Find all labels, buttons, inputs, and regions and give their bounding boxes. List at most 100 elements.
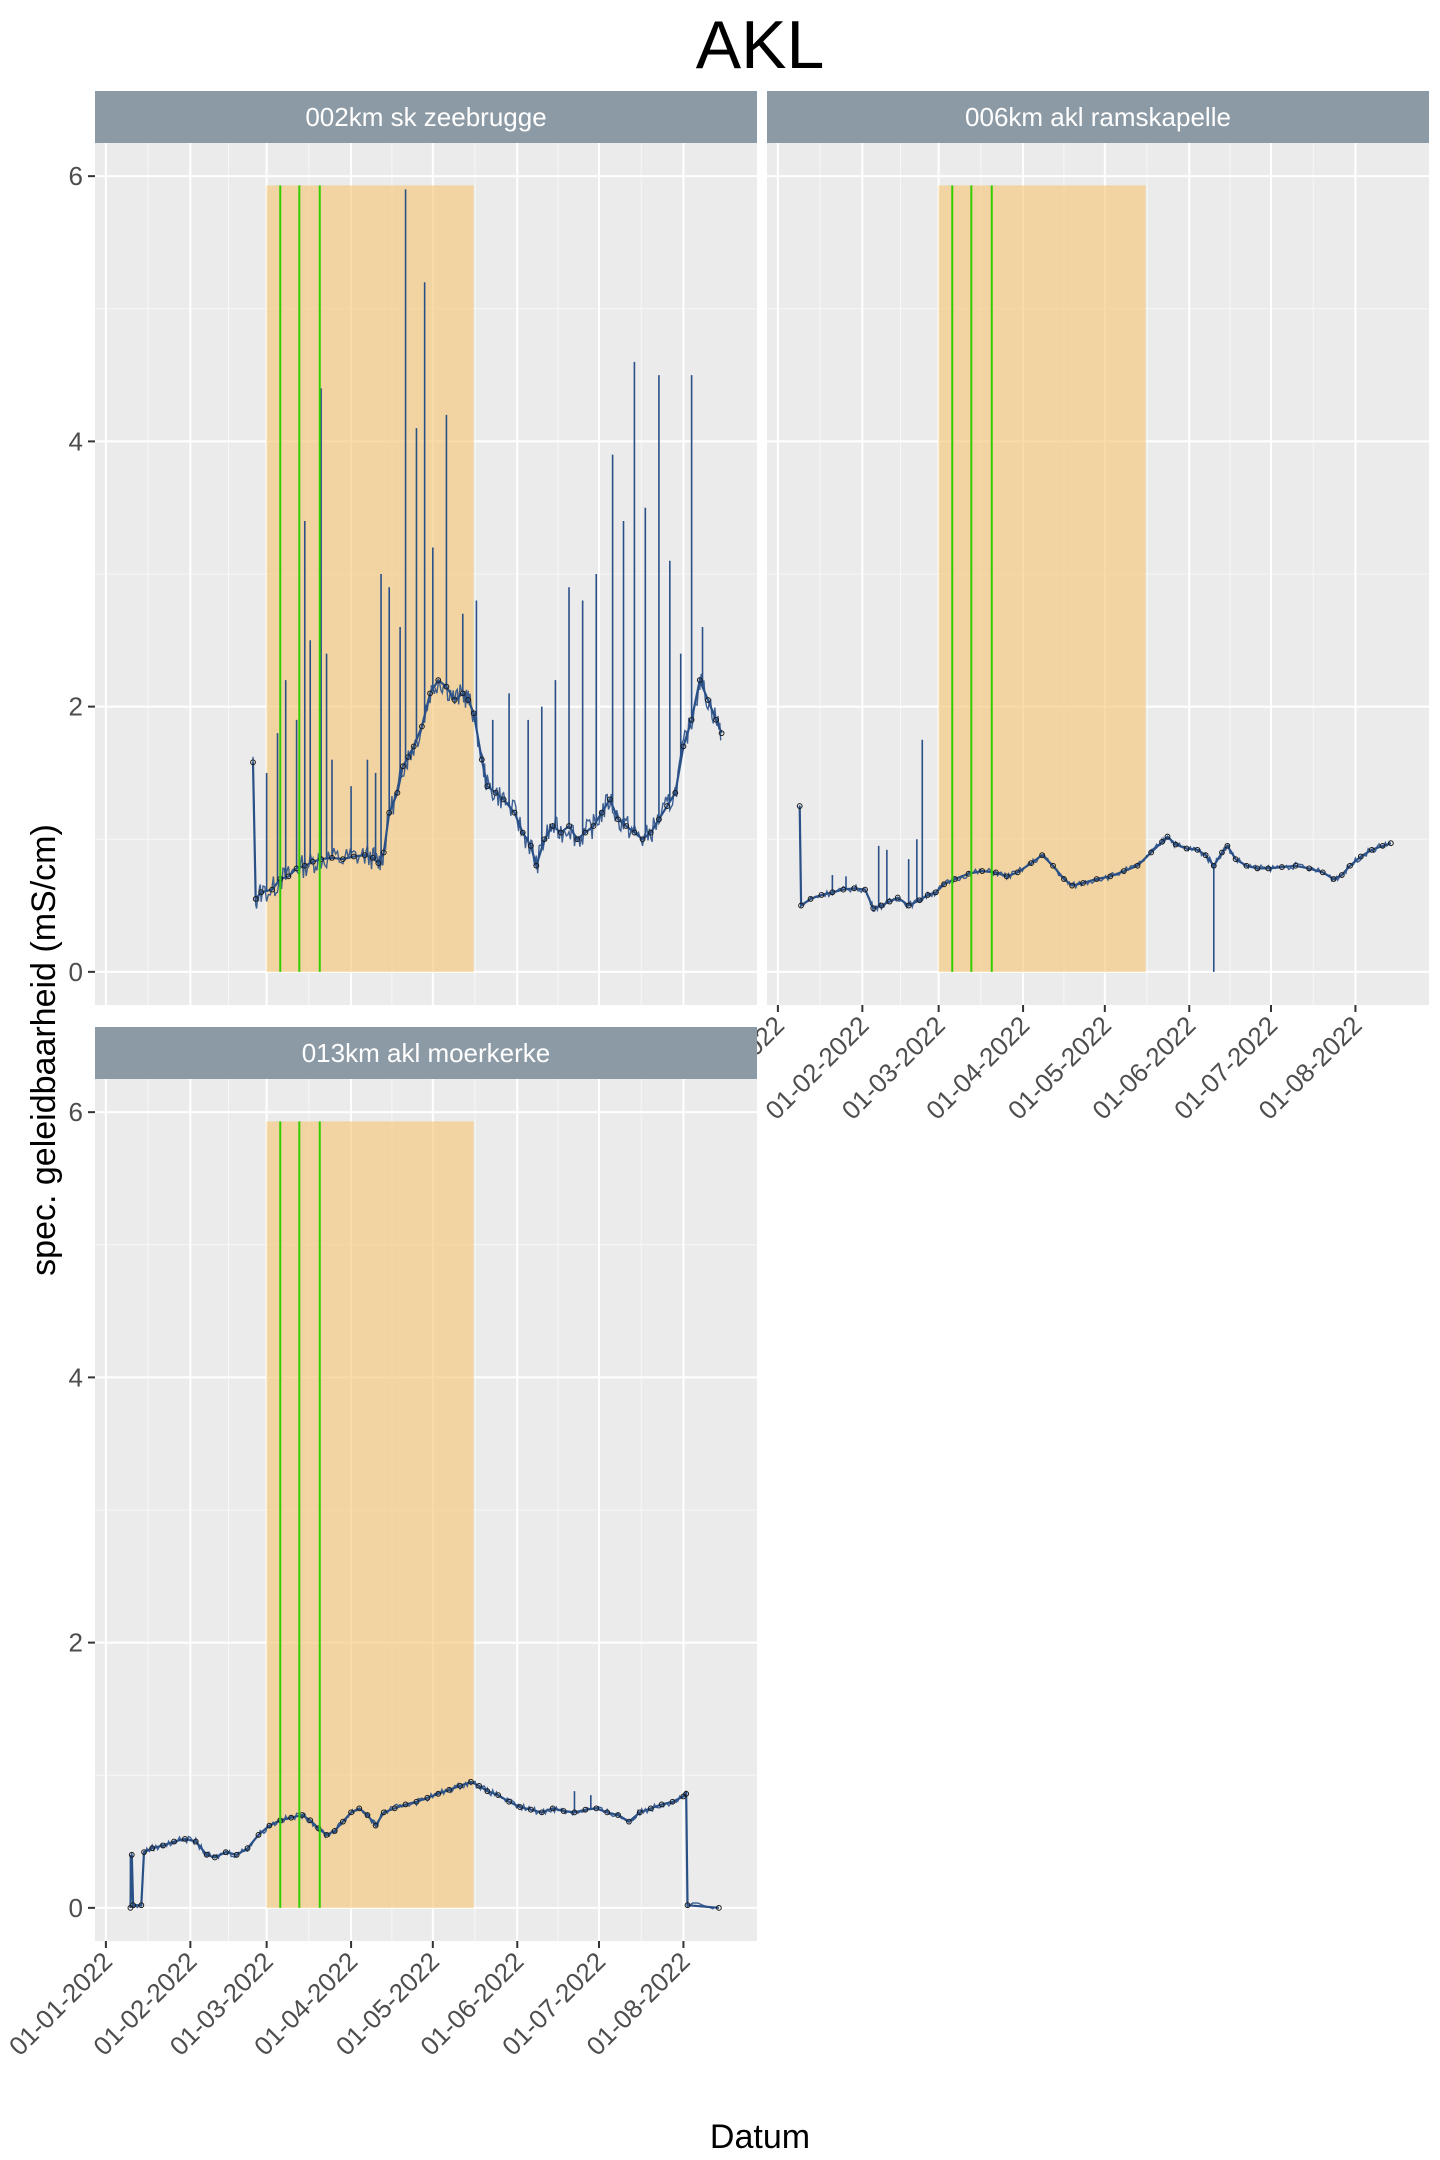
data-point (405, 754, 412, 760)
data-point (288, 1814, 295, 1821)
data-point (870, 905, 877, 912)
data-point (307, 1817, 314, 1824)
data-point (233, 1851, 240, 1858)
data-point (680, 743, 687, 750)
data-point (1107, 873, 1114, 880)
data-point (941, 881, 947, 888)
data-point (244, 1845, 251, 1852)
data-point (331, 1828, 338, 1834)
data-point (894, 894, 901, 901)
data-point (829, 889, 836, 896)
data-point (538, 1809, 545, 1816)
data-point (533, 862, 540, 869)
data-point (446, 1786, 453, 1793)
facet-strip-label: 006km akl ramskapelle (965, 102, 1231, 132)
data-point (1159, 838, 1165, 845)
data-point (1069, 882, 1076, 889)
facet-strip (95, 1027, 757, 1079)
data-point (916, 897, 923, 904)
data-point (329, 854, 335, 861)
y-tick-label: 0 (69, 1893, 83, 1923)
facet-strip (767, 91, 1429, 143)
data-point (255, 1832, 262, 1838)
data-point (517, 1804, 523, 1810)
data-point (527, 1806, 534, 1813)
data-point (1243, 862, 1250, 869)
data-point (457, 1782, 463, 1789)
data-point (604, 1809, 611, 1816)
data-point (664, 803, 670, 809)
data-point (1148, 849, 1155, 856)
data-point (705, 697, 711, 703)
facet-strip (95, 91, 757, 143)
data-point (160, 1842, 167, 1849)
data-point (394, 789, 401, 796)
data-point (451, 697, 458, 703)
data-point (862, 886, 868, 893)
data-point (410, 743, 417, 750)
data-point (356, 1805, 363, 1812)
y-tick-label: 6 (69, 1097, 83, 1127)
data-point (647, 1805, 654, 1812)
chart-title: AKL (696, 7, 825, 83)
data-point (380, 849, 387, 856)
data-point (718, 730, 725, 737)
data-point (639, 836, 646, 843)
data-point (391, 1805, 398, 1812)
data-point (684, 1902, 691, 1909)
data-point (1120, 868, 1127, 874)
data-point (128, 1851, 135, 1858)
data-point (1224, 842, 1231, 849)
facet-panel-2: 006km akl ramskapelle01-01-202201-02-202… (675, 91, 1429, 1125)
highlight-band (266, 185, 474, 972)
data-point (495, 1792, 502, 1799)
data-point (1183, 845, 1190, 852)
data-point (182, 1835, 188, 1842)
data-point (549, 1805, 556, 1812)
series-line (798, 806, 1392, 910)
data-point (468, 1778, 474, 1785)
highlight-band (938, 185, 1146, 972)
data-point (1368, 846, 1375, 853)
y-tick-label: 2 (69, 1628, 83, 1658)
data-point (519, 829, 526, 836)
data-point (130, 1902, 137, 1909)
data-point (1172, 841, 1179, 848)
data-point (203, 1851, 210, 1858)
data-point (484, 783, 491, 790)
data-point (541, 836, 548, 843)
data-point (669, 1798, 676, 1805)
data-point (1232, 856, 1239, 863)
data-point (606, 796, 613, 803)
data-point (138, 1902, 145, 1909)
data-point (1278, 864, 1285, 870)
data-point (574, 836, 581, 843)
data-point (1379, 842, 1386, 849)
data-point (1194, 846, 1201, 853)
facet-panel-1: 002km sk zeebrugge 0 2 4 6 (69, 91, 757, 1005)
data-point (478, 756, 485, 763)
data-point (979, 868, 986, 874)
data-point (924, 892, 931, 898)
data-point (318, 856, 325, 863)
data-point (549, 823, 556, 829)
data-point (658, 1801, 665, 1808)
data-point (402, 1801, 409, 1808)
data-point (798, 902, 804, 909)
data-point (598, 809, 605, 816)
data-point (1219, 849, 1225, 856)
data-point (1387, 840, 1394, 847)
data-point (419, 723, 425, 730)
data-point (350, 853, 357, 860)
data-point (566, 823, 572, 829)
data-point (560, 1808, 567, 1814)
data-point (527, 842, 534, 849)
data-point (672, 789, 679, 796)
data-point (636, 1809, 643, 1816)
y-tick-label: 4 (69, 426, 83, 456)
data-point (1039, 852, 1046, 859)
data-point (886, 898, 893, 905)
facet-strip-label: 002km sk zeebrugge (305, 102, 546, 132)
data-point (615, 1812, 621, 1818)
data-point (375, 860, 382, 867)
